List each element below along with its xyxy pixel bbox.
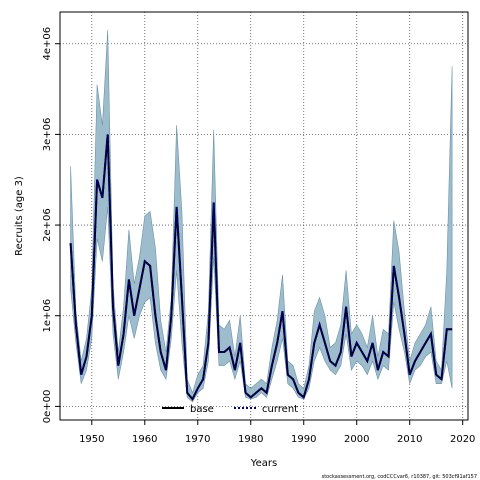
x-tick-label: 2000 bbox=[344, 434, 369, 445]
y-tick-label: 4e+06 bbox=[42, 27, 53, 61]
x-tick-label: 1970 bbox=[185, 434, 210, 445]
y-tick-label: 2e+06 bbox=[42, 208, 53, 242]
x-axis: 1950 1960 1970 1980 1990 2000 2010 2020 bbox=[79, 420, 475, 445]
x-tick-label: 2020 bbox=[450, 434, 475, 445]
x-tick-label: 1980 bbox=[238, 434, 263, 445]
series-lines bbox=[69, 134, 453, 401]
y-axis: 0e+00 1e+06 2e+06 3e+06 4e+06 bbox=[42, 27, 60, 423]
confidence-band bbox=[70, 30, 453, 403]
plot-frame bbox=[59, 11, 469, 421]
legend-label-current: current bbox=[262, 404, 298, 415]
grid-lines bbox=[60, 12, 468, 420]
footer-credit: stockassessment.org, codCCCvar6, r10387,… bbox=[322, 474, 477, 480]
x-tick-label: 2010 bbox=[397, 434, 422, 445]
y-tick-label: 0e+00 bbox=[42, 390, 53, 424]
x-tick-label: 1950 bbox=[79, 434, 104, 445]
legend-label-base: base bbox=[190, 404, 214, 415]
y-axis-title: Recruits (age 3) bbox=[14, 176, 25, 256]
x-tick-label: 1990 bbox=[291, 434, 316, 445]
series-line-current bbox=[69, 134, 453, 401]
x-axis-title: Years bbox=[250, 458, 277, 469]
confidence-band-area bbox=[70, 30, 453, 403]
legend: base current bbox=[162, 404, 298, 415]
y-tick-label: 3e+06 bbox=[42, 118, 53, 152]
x-tick-label: 1960 bbox=[132, 434, 157, 445]
y-tick-label: 1e+06 bbox=[42, 299, 53, 333]
